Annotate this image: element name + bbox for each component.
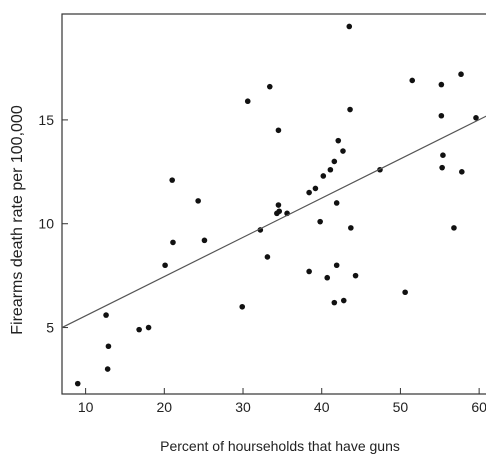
data-point: [103, 312, 109, 318]
data-point: [347, 106, 353, 113]
data-point: [346, 23, 353, 30]
trend-line: [61, 115, 486, 329]
plot-frame: [61, 13, 486, 395]
data-point: [275, 127, 282, 134]
data-point: [104, 366, 111, 372]
data-point: [409, 77, 416, 84]
data-point: [162, 262, 168, 269]
x-tick-label: 40: [314, 399, 330, 415]
data-point: [451, 225, 457, 231]
data-point: [331, 299, 338, 306]
data-point: [324, 274, 331, 281]
data-point: [320, 173, 327, 179]
data-point: [195, 198, 201, 204]
data-point: [333, 200, 340, 206]
data-point: [145, 324, 152, 331]
data-point: [438, 112, 445, 119]
data-point: [312, 185, 319, 192]
data-point: [244, 98, 251, 105]
data-point: [340, 148, 346, 154]
data-point: [317, 218, 323, 225]
data-point: [275, 202, 282, 208]
y-tick-label: 10: [38, 216, 54, 232]
data-point: [169, 177, 175, 183]
data-point: [352, 272, 359, 279]
x-tick-label: 10: [78, 399, 94, 415]
data-point: [440, 152, 446, 159]
x-tick-label: 20: [157, 399, 173, 415]
y-tick-label: 15: [38, 112, 54, 128]
data-point: [402, 289, 408, 296]
data-point: [170, 239, 176, 246]
x-tick-labels: 10 20 30 40 50 60: [78, 399, 486, 415]
y-tick-labels: 5 10 15: [38, 112, 54, 336]
data-point: [74, 380, 81, 387]
x-tick-label: 50: [393, 399, 409, 415]
x-axis-title: Percent of hourseholds that have guns: [160, 438, 400, 454]
x-tick-label: 30: [235, 399, 251, 415]
data-point: [439, 164, 445, 171]
data-point: [458, 71, 464, 78]
x-tick-label: 60: [471, 399, 486, 415]
data-point: [276, 208, 283, 215]
y-tick-label: 5: [46, 320, 54, 336]
data-point: [266, 83, 273, 90]
data-point: [264, 254, 271, 260]
data-point: [335, 137, 342, 144]
data-point: [473, 115, 479, 121]
data-point: [201, 237, 208, 244]
data-point: [459, 169, 465, 175]
axis-ticks: [62, 119, 480, 394]
data-point: [306, 268, 312, 275]
data-point: [306, 189, 312, 196]
data-point: [239, 303, 246, 310]
data-point: [348, 225, 354, 231]
data-point: [327, 166, 334, 173]
y-axis-title: Firearms death rate per 100,000: [9, 105, 26, 335]
data-point: [438, 81, 445, 88]
data-point: [136, 326, 142, 333]
data-point: [105, 343, 112, 350]
data-point: [340, 297, 347, 304]
data-point: [331, 158, 338, 165]
data-points: [74, 23, 479, 387]
data-point: [333, 262, 340, 269]
